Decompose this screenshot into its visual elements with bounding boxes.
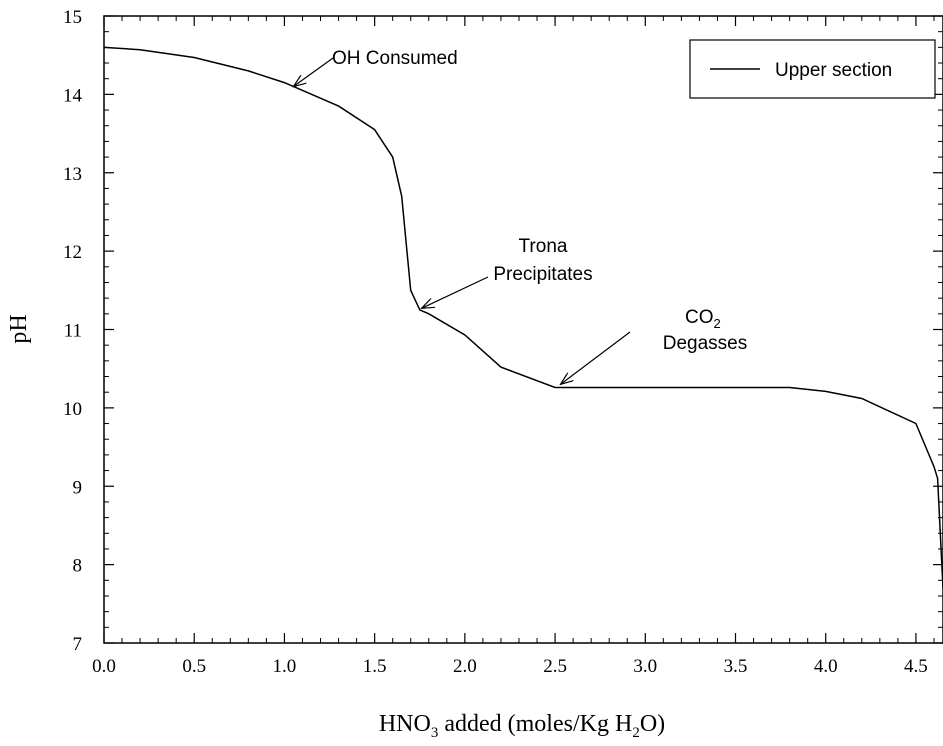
y-axis-title: pH [6, 314, 32, 343]
x-axis-title: HNO3 added (moles/Kg H2O) [379, 711, 665, 741]
y-axis-ticks: 7 8 9 10 11 12 13 14 15 [63, 7, 943, 655]
x-tick-label: 3.0 [633, 656, 657, 677]
annotation-arrow-trona [422, 276, 489, 308]
x-tick-label: 4.5 [904, 656, 928, 677]
x-tick-label: 1.5 [363, 656, 387, 677]
x-tick-label: 4.0 [814, 656, 838, 677]
y-tick-label: 10 [63, 399, 82, 420]
x-axis-ticks: 0.0 0.5 1.0 1.5 2.0 2.5 3.0 3.5 4.0 4.5 [92, 16, 935, 677]
plot-frame [103, 15, 943, 644]
x-tick-label: 2.0 [453, 656, 477, 677]
annotation-oh-consumed: OH Consumed [332, 48, 458, 69]
y-tick-label: 12 [63, 242, 82, 263]
y-tick-label: 7 [73, 634, 83, 655]
annotation-precipitates: Precipitates [493, 264, 592, 285]
annotation-arrow-oh-consumed [293, 57, 334, 87]
annotation-degasses: Degasses [663, 333, 748, 354]
y-tick-label: 9 [73, 477, 83, 498]
y-tick-label: 14 [63, 85, 83, 106]
x-tick-label: 2.5 [543, 656, 567, 677]
annotation-trona: Trona [519, 236, 568, 257]
x-tick-label: 1.0 [273, 656, 297, 677]
y-tick-label: 11 [64, 321, 82, 342]
y-tick-label: 8 [73, 556, 83, 577]
x-tick-label: 0.0 [92, 656, 116, 677]
series-line-upper-section [103, 46, 943, 589]
x-tick-label: 0.5 [182, 656, 206, 677]
x-tick-label: 3.5 [724, 656, 748, 677]
y-tick-label: 15 [63, 7, 82, 28]
legend: Upper section [689, 39, 936, 99]
y-tick-label: 13 [63, 164, 82, 185]
legend-label: Upper section [775, 60, 892, 81]
annotation-co2: CO2 [685, 307, 721, 331]
annotation-arrow-co2 [560, 331, 631, 384]
